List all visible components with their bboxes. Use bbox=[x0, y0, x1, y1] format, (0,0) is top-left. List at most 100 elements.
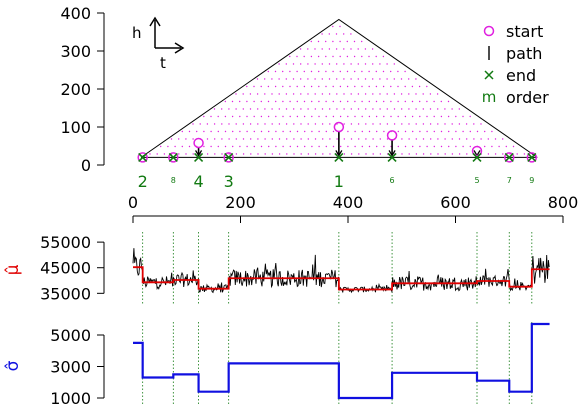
triangle-dot bbox=[361, 115, 363, 118]
triangle-dot bbox=[274, 85, 277, 88]
path-arrowhead bbox=[335, 150, 343, 157]
triangle-dot bbox=[260, 100, 262, 103]
triangle-dot bbox=[357, 48, 359, 50]
triangle-dot bbox=[437, 123, 439, 125]
triangle-dot bbox=[242, 93, 244, 95]
triangle-dot bbox=[372, 108, 374, 110]
triangle-dot bbox=[393, 63, 395, 65]
triangle-dot bbox=[433, 145, 435, 148]
triangle-dot bbox=[304, 145, 306, 148]
start-marker bbox=[471, 145, 483, 157]
triangle-dot bbox=[484, 130, 486, 133]
triangle-dot bbox=[440, 145, 443, 148]
triangle-dot bbox=[364, 78, 367, 80]
triangle-dot bbox=[346, 40, 348, 43]
triangle-dot bbox=[257, 108, 259, 110]
triangle-dot bbox=[451, 123, 453, 125]
triangle-dot bbox=[390, 70, 392, 73]
triangle-dot bbox=[357, 78, 359, 80]
triangle-dot bbox=[422, 153, 425, 155]
triangle-dot bbox=[408, 78, 410, 80]
triangle-dot bbox=[307, 63, 309, 65]
triangle-dot bbox=[375, 70, 377, 73]
legend-label: end bbox=[506, 66, 536, 85]
triangle-dot bbox=[523, 153, 526, 155]
triangle-dot bbox=[415, 123, 417, 125]
triangle-dot bbox=[328, 33, 330, 35]
triangle-dot bbox=[426, 130, 428, 133]
triangle-dot bbox=[332, 55, 334, 58]
triangle-dot bbox=[289, 100, 291, 103]
triangle-dot bbox=[343, 123, 345, 125]
triangle-dot bbox=[325, 55, 327, 58]
triangle-dot bbox=[343, 63, 345, 65]
triangle-dot bbox=[289, 70, 291, 73]
triangle-dot bbox=[390, 85, 392, 88]
triangle-dot bbox=[318, 115, 320, 118]
tree-y-tick-label: 100 bbox=[60, 118, 91, 137]
mean-y-tick-label: 55000 bbox=[40, 233, 91, 252]
triangle-dot bbox=[408, 93, 410, 95]
triangle-dot bbox=[332, 145, 335, 148]
triangle-dot bbox=[329, 138, 331, 140]
x-tick-label: 600 bbox=[440, 193, 471, 212]
order-label: 6 bbox=[390, 176, 395, 185]
triangle-dot bbox=[185, 153, 187, 155]
triangle-dot bbox=[411, 100, 414, 103]
triangle-dot bbox=[296, 130, 299, 133]
triangle-dot bbox=[307, 93, 309, 95]
triangle-dot bbox=[214, 138, 216, 140]
triangle-dot bbox=[300, 153, 302, 155]
triangle-dot bbox=[466, 138, 468, 140]
triangle-dot bbox=[379, 108, 381, 110]
mean-y-label: μ̂ bbox=[3, 264, 23, 275]
triangle-dot bbox=[404, 100, 406, 103]
triangle-dot bbox=[502, 153, 504, 155]
triangle-dot bbox=[235, 108, 237, 110]
triangle-dot bbox=[264, 123, 266, 125]
triangle-dot bbox=[282, 100, 284, 103]
t-label: t bbox=[160, 54, 166, 72]
triangle-dot bbox=[235, 93, 237, 95]
triangle-dot bbox=[213, 108, 216, 110]
triangle-dot bbox=[462, 115, 464, 118]
mean-y-tick-label: 45000 bbox=[40, 259, 91, 278]
triangle-dot bbox=[293, 138, 295, 140]
triangle-dot bbox=[242, 138, 245, 140]
triangle-dot bbox=[419, 130, 421, 133]
triangle-dot bbox=[350, 108, 352, 110]
triangle-dot bbox=[268, 130, 270, 133]
triangle-dot bbox=[271, 93, 273, 95]
mean-y-tick-label: 35000 bbox=[40, 284, 91, 303]
triangle-dot bbox=[253, 100, 255, 103]
start-marker bbox=[137, 152, 148, 163]
triangle-dot bbox=[318, 70, 320, 73]
triangle-dot bbox=[455, 145, 457, 148]
end-marker bbox=[387, 152, 397, 162]
triangle-dot bbox=[314, 63, 316, 65]
triangle-dot bbox=[350, 48, 352, 50]
triangle-dot bbox=[350, 138, 353, 140]
triangle-dot bbox=[462, 130, 464, 133]
triangle-dot bbox=[314, 138, 317, 140]
triangle-dot bbox=[382, 70, 385, 73]
triangle-dot bbox=[242, 108, 244, 110]
triangle-dot bbox=[458, 108, 460, 110]
triangle-dot bbox=[325, 85, 327, 88]
triangle-dot bbox=[221, 153, 223, 155]
triangle-dot bbox=[372, 138, 374, 140]
triangle-dot bbox=[311, 100, 313, 103]
end-marker bbox=[527, 152, 537, 162]
order-label: 1 bbox=[334, 172, 344, 191]
triangle-dot bbox=[332, 40, 334, 43]
triangle-dot bbox=[448, 130, 450, 133]
start-marker bbox=[193, 137, 204, 149]
triangle-dot bbox=[340, 145, 342, 148]
triangle-dot bbox=[321, 93, 324, 95]
triangle-dot bbox=[214, 153, 216, 155]
triangle-dot bbox=[149, 153, 151, 155]
triangle-dot bbox=[376, 145, 378, 148]
triangle-dot bbox=[393, 108, 396, 110]
triangle-dot bbox=[444, 108, 446, 110]
triangle-dot bbox=[271, 153, 274, 155]
